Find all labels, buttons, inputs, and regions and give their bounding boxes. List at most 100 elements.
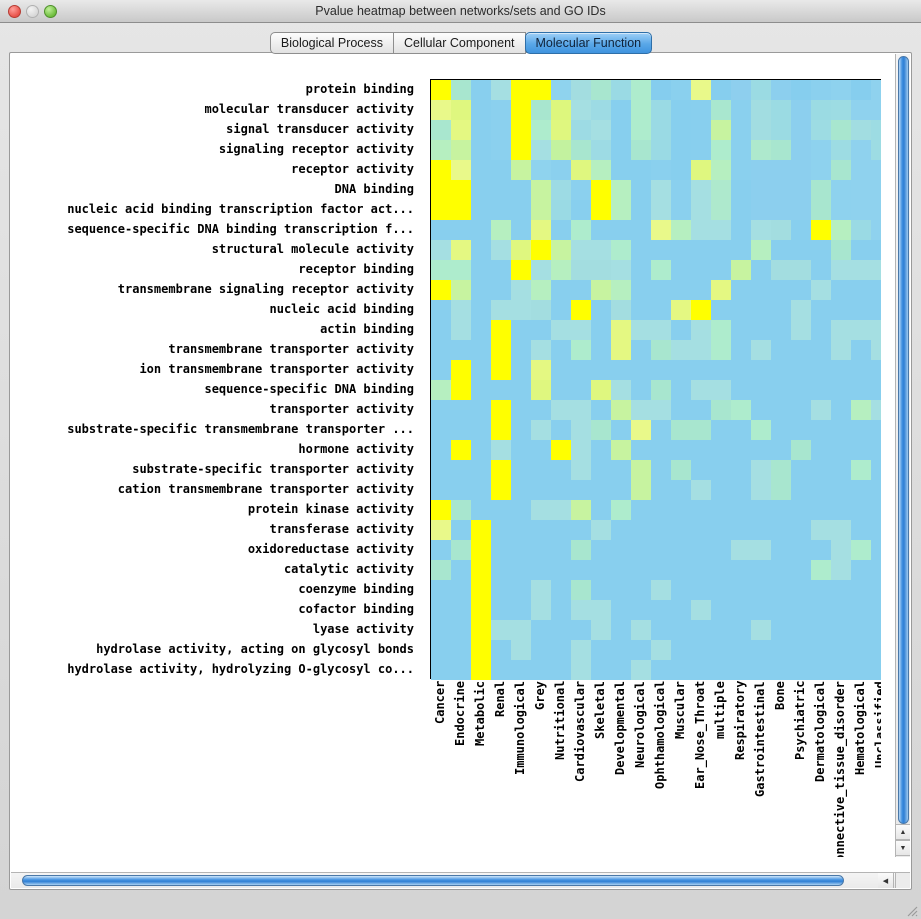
heatmap-cell[interactable] [691, 160, 711, 180]
heatmap-cell[interactable] [731, 280, 751, 300]
heatmap-cell[interactable] [671, 660, 691, 680]
heatmap-cell[interactable] [691, 320, 711, 340]
heatmap-cell[interactable] [611, 220, 631, 240]
heatmap-cell[interactable] [551, 540, 571, 560]
heatmap-cell[interactable] [711, 260, 731, 280]
heatmap-cell[interactable] [691, 300, 711, 320]
heatmap-cell[interactable] [611, 120, 631, 140]
heatmap-cell[interactable] [451, 660, 471, 680]
heatmap-cell[interactable] [831, 360, 851, 380]
tab-molecular-function[interactable]: Molecular Function [524, 32, 653, 54]
heatmap-cell[interactable] [431, 120, 451, 140]
heatmap-cell[interactable] [511, 80, 531, 100]
heatmap-cell[interactable] [711, 240, 731, 260]
close-button[interactable] [8, 5, 21, 18]
heatmap-cell[interactable] [851, 560, 871, 580]
heatmap-cell[interactable] [871, 500, 881, 520]
heatmap-cell[interactable] [531, 660, 551, 680]
heatmap-cell[interactable] [651, 240, 671, 260]
heatmap-cell[interactable] [491, 540, 511, 560]
heatmap-cell[interactable] [591, 420, 611, 440]
heatmap-cell[interactable] [551, 100, 571, 120]
heatmap-cell[interactable] [871, 580, 881, 600]
heatmap-cell[interactable] [551, 580, 571, 600]
heatmap-cell[interactable] [591, 540, 611, 560]
heatmap-cell[interactable] [531, 580, 551, 600]
heatmap-cell[interactable] [851, 280, 871, 300]
heatmap-cell[interactable] [791, 140, 811, 160]
heatmap-cell[interactable] [691, 560, 711, 580]
heatmap-cell[interactable] [851, 240, 871, 260]
heatmap-cell[interactable] [851, 660, 871, 680]
heatmap-cell[interactable] [451, 80, 471, 100]
heatmap-cell[interactable] [831, 280, 851, 300]
heatmap-cell[interactable] [491, 400, 511, 420]
heatmap-cell[interactable] [571, 540, 591, 560]
heatmap-cell[interactable] [871, 380, 881, 400]
heatmap-cell[interactable] [471, 240, 491, 260]
heatmap-viewport[interactable]: protein binding molecular transducer acti… [11, 54, 881, 857]
heatmap-cell[interactable] [671, 580, 691, 600]
heatmap-cell[interactable] [471, 580, 491, 600]
heatmap-cell[interactable] [471, 320, 491, 340]
heatmap-cell[interactable] [471, 500, 491, 520]
heatmap-cell[interactable] [771, 300, 791, 320]
heatmap-cell[interactable] [631, 340, 651, 360]
heatmap-cell[interactable] [751, 260, 771, 280]
heatmap-cell[interactable] [831, 200, 851, 220]
heatmap-cell[interactable] [731, 660, 751, 680]
heatmap-cell[interactable] [711, 320, 731, 340]
heatmap-cell[interactable] [791, 520, 811, 540]
heatmap-cell[interactable] [511, 560, 531, 580]
heatmap-cell[interactable] [691, 400, 711, 420]
heatmap-cell[interactable] [431, 620, 451, 640]
heatmap-cell[interactable] [551, 200, 571, 220]
heatmap-cell[interactable] [771, 180, 791, 200]
heatmap-cell[interactable] [731, 540, 751, 560]
heatmap-cell[interactable] [631, 620, 651, 640]
heatmap-cell[interactable] [831, 160, 851, 180]
heatmap-cell[interactable] [571, 300, 591, 320]
heatmap-cell[interactable] [731, 440, 751, 460]
heatmap-cell[interactable] [671, 640, 691, 660]
heatmap-cell[interactable] [431, 400, 451, 420]
heatmap-cell[interactable] [831, 620, 851, 640]
heatmap-cell[interactable] [811, 580, 831, 600]
heatmap-cell[interactable] [431, 240, 451, 260]
heatmap-cell[interactable] [631, 380, 651, 400]
heatmap-cell[interactable] [451, 280, 471, 300]
heatmap-cell[interactable] [611, 420, 631, 440]
heatmap-cell[interactable] [771, 360, 791, 380]
heatmap-cell[interactable] [711, 160, 731, 180]
heatmap-cell[interactable] [611, 380, 631, 400]
heatmap-cell[interactable] [831, 220, 851, 240]
heatmap-cell[interactable] [451, 400, 471, 420]
heatmap-cell[interactable] [611, 400, 631, 420]
heatmap-cell[interactable] [811, 80, 831, 100]
heatmap-cell[interactable] [651, 200, 671, 220]
heatmap-cell[interactable] [731, 360, 751, 380]
heatmap-cell[interactable] [691, 220, 711, 240]
heatmap-cell[interactable] [811, 280, 831, 300]
heatmap-cell[interactable] [731, 340, 751, 360]
heatmap-cell[interactable] [751, 240, 771, 260]
heatmap-cell[interactable] [851, 380, 871, 400]
heatmap-cell[interactable] [691, 360, 711, 380]
heatmap-cell[interactable] [751, 100, 771, 120]
heatmap-cell[interactable] [771, 580, 791, 600]
heatmap-cell[interactable] [611, 600, 631, 620]
heatmap-cell[interactable] [451, 160, 471, 180]
heatmap-cell[interactable] [571, 520, 591, 540]
heatmap-cell[interactable] [511, 220, 531, 240]
heatmap-cell[interactable] [731, 460, 751, 480]
heatmap-cell[interactable] [591, 220, 611, 240]
heatmap-cell[interactable] [511, 140, 531, 160]
heatmap-cell[interactable] [871, 480, 881, 500]
heatmap-cell[interactable] [771, 380, 791, 400]
heatmap-cell[interactable] [711, 540, 731, 560]
heatmap-cell[interactable] [551, 80, 571, 100]
heatmap-cell[interactable] [631, 400, 651, 420]
heatmap-cell[interactable] [831, 180, 851, 200]
heatmap-cell[interactable] [491, 200, 511, 220]
heatmap-cell[interactable] [651, 640, 671, 660]
